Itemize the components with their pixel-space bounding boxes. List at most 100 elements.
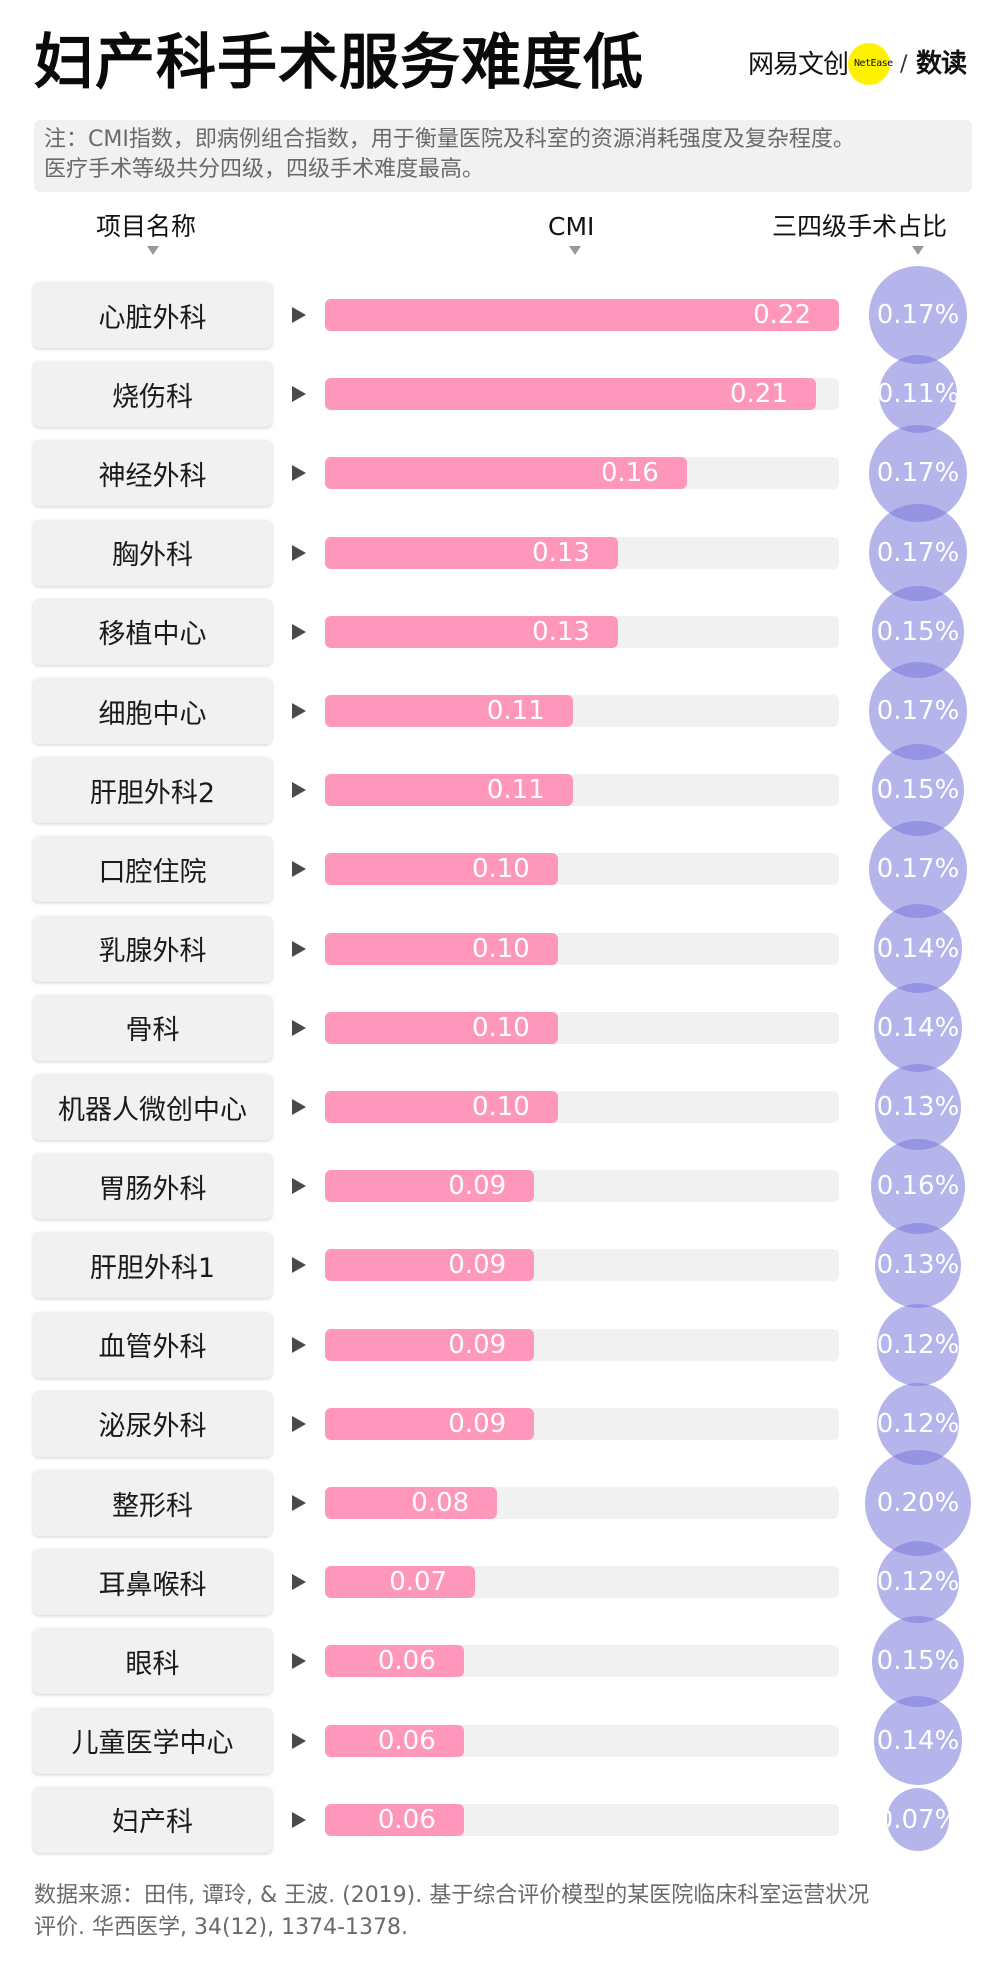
triangle-right-icon [292, 1415, 306, 1432]
ratio-bubble: 0.13% [875, 1222, 961, 1309]
triangle-right-icon [292, 1336, 306, 1353]
triangle-right-icon [292, 1495, 306, 1511]
department-name: 胃肠外科 [33, 1153, 272, 1220]
table-row: 儿童医学中心 0.06 [0, 1707, 1000, 1774]
cmi-bar-track: 0.21 [325, 378, 839, 411]
table-row: 血管外科 0.09 [0, 1311, 1000, 1378]
chart-title: 妇产科手术服务难度低 [34, 28, 644, 98]
cmi-bar: 0.07 [325, 1566, 476, 1599]
triangle-down-icon [147, 246, 159, 255]
department-name: 乳腺外科 [33, 915, 272, 982]
ratio-bubble: 0.15% [872, 1615, 964, 1708]
table-row: 骨科 0.10 [0, 994, 1000, 1061]
ratio-bubble: 0.12% [876, 1303, 960, 1386]
table-row: 神经外科 0.16 [0, 440, 1000, 507]
triangle-right-icon [292, 1574, 306, 1591]
cmi-bar: 0.11 [325, 695, 573, 727]
cmi-bar: 0.09 [325, 1170, 535, 1203]
ratio-bubble: 0.17% [869, 503, 967, 602]
cmi-bar-track: 0.09 [325, 1328, 839, 1361]
cmi-bar: 0.09 [325, 1249, 535, 1282]
data-source: 数据来源：田伟, 谭玲, & 王波. (2019). 基于综合评价模型的某医院临… [34, 1880, 974, 1944]
note-box: 注：CMI指数，即病例组合指数，用于衡量医院及科室的资源消耗强度及复杂程度。 医… [34, 120, 972, 192]
note-line-2: 医疗手术等级共分四级，四级手术难度最高。 [44, 157, 485, 182]
table-row: 心脏外科 0.22 [0, 282, 1000, 348]
cmi-bar-track: 0.06 [325, 1803, 839, 1836]
table-row: 移植中心 0.13 [0, 598, 1000, 665]
brand-logo: 网易文创 NetEase / 数读 [748, 40, 973, 90]
department-name: 肝胆外科1 [33, 1232, 272, 1299]
ratio-bubble: 0.14% [873, 904, 963, 993]
cmi-bar-track: 0.10 [325, 932, 839, 965]
ratio-bubble: 0.17% [869, 266, 967, 364]
column-header-cmi: CMI [548, 212, 595, 241]
ratio-bubble: 0.14% [873, 1696, 963, 1785]
triangle-right-icon [292, 782, 306, 799]
triangle-right-icon [292, 1811, 306, 1828]
table-row: 胃肠外科 0.09 [0, 1153, 1000, 1220]
department-name: 口腔住院 [33, 836, 272, 903]
cmi-bar-track: 0.13 [325, 536, 839, 569]
table-row: 耳鼻喉科 0.07 [0, 1549, 1000, 1616]
triangle-right-icon [292, 544, 306, 561]
ratio-bubble: 0.13% [875, 1064, 961, 1150]
ratio-bubble: 0.20% [865, 1450, 971, 1556]
cmi-bar-track: 0.13 [325, 615, 839, 648]
cmi-bar-track: 0.08 [325, 1487, 839, 1519]
note-line-1: 注：CMI指数，即病例组合指数，用于衡量医院及科室的资源消耗强度及复杂程度。 [44, 127, 855, 152]
triangle-right-icon [292, 623, 306, 640]
ratio-bubble: 0.17% [869, 424, 967, 523]
table-row: 烧伤科 0.21 [0, 361, 1000, 428]
triangle-right-icon [292, 1099, 306, 1115]
triangle-right-icon [292, 465, 306, 482]
logo-brand-cn: 网易文创 [748, 50, 849, 80]
triangle-right-icon [292, 1732, 306, 1749]
cmi-bar-track: 0.11 [325, 774, 839, 807]
ratio-bubble: 0.07% [886, 1788, 950, 1852]
department-name: 泌尿外科 [33, 1390, 272, 1457]
triangle-right-icon [292, 1257, 306, 1274]
cmi-bar: 0.09 [325, 1407, 535, 1440]
cmi-bar-track: 0.10 [325, 853, 839, 886]
cmi-bar-track: 0.11 [325, 695, 839, 727]
triangle-right-icon [292, 1653, 306, 1670]
cmi-bar: 0.13 [325, 536, 618, 569]
table-row: 泌尿外科 0.09 [0, 1390, 1000, 1457]
cmi-bar-track: 0.06 [325, 1724, 839, 1757]
table-row: 肝胆外科1 0.09 [0, 1232, 1000, 1299]
cmi-bar-track: 0.16 [325, 457, 839, 490]
ratio-bubble: 0.17% [869, 662, 967, 760]
cmi-bar: 0.06 [325, 1724, 464, 1757]
ratio-bubble: 0.17% [869, 820, 967, 919]
department-name: 血管外科 [33, 1311, 272, 1378]
department-name: 心脏外科 [33, 282, 272, 348]
cmi-bar-track: 0.22 [325, 299, 839, 331]
ratio-bubble: 0.12% [876, 1382, 960, 1465]
cmi-bar-track: 0.09 [325, 1407, 839, 1440]
department-name: 移植中心 [33, 598, 272, 665]
triangle-right-icon [292, 1019, 306, 1036]
cmi-bar-track: 0.09 [325, 1170, 839, 1203]
table-row: 细胞中心 0.11 [0, 678, 1000, 744]
table-row: 机器人微创中心 0.10 [0, 1074, 1000, 1140]
cmi-bar-track: 0.06 [325, 1645, 839, 1678]
logo-brand-en: NetEase [854, 58, 893, 69]
table-row: 乳腺外科 0.10 [0, 915, 1000, 982]
column-header-ratio: 三四级手术占比 [772, 212, 948, 241]
department-name: 整形科 [33, 1470, 272, 1536]
logo-separator: / [900, 52, 908, 77]
department-name: 肝胆外科2 [33, 757, 272, 824]
triangle-right-icon [292, 861, 306, 878]
source-line-2: 评价. 华西医学, 34(12), 1374-1378. [34, 1915, 409, 1940]
department-name: 眼科 [33, 1628, 272, 1695]
cmi-bar: 0.10 [325, 1091, 558, 1123]
table-row: 肝胆外科2 0.11 [0, 757, 1000, 824]
cmi-bar-track: 0.10 [325, 1011, 839, 1044]
department-name: 妇产科 [33, 1786, 272, 1853]
cmi-bar: 0.08 [325, 1487, 498, 1519]
table-row: 眼科 0.06 [0, 1628, 1000, 1695]
column-header-name: 项目名称 [96, 212, 197, 241]
cmi-bar: 0.06 [325, 1803, 464, 1836]
table-row: 胸外科 0.13 [0, 519, 1000, 586]
triangle-right-icon [292, 386, 306, 403]
